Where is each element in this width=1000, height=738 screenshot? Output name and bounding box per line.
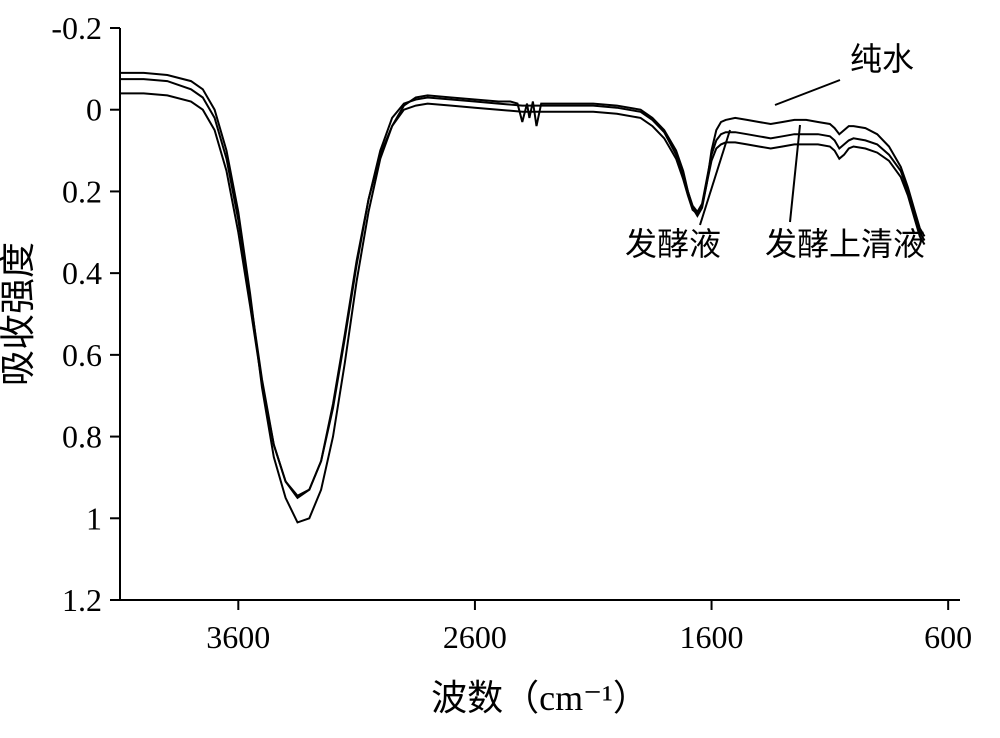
y-axis-title: 吸收强度	[0, 242, 38, 386]
annotation-leader	[790, 125, 800, 222]
x-tick-label: 3600	[206, 619, 270, 655]
x-tick-label: 2600	[443, 619, 507, 655]
x-tick-label: 1600	[680, 619, 744, 655]
series-纯水	[120, 73, 925, 523]
y-tick-label: 0.6	[62, 337, 102, 373]
ir-spectrum-chart: -0.2 0 0.2 0.4 0.6 0.8 1 1.2 3600 2600 1600 600 吸收强度…	[0, 0, 1000, 738]
chart-svg: -0.2 0 0.2 0.4 0.6 0.8 1 1.2 3600 2600 1600 600 吸收强度…	[0, 0, 1000, 738]
annotation-leader	[775, 80, 840, 105]
y-tick-label: 1	[86, 500, 102, 536]
annotation-label: 纯水	[850, 41, 914, 77]
y-tick-label: 0.8	[62, 419, 102, 455]
series-发酵液	[120, 93, 925, 495]
y-tick-label: 0.4	[62, 255, 102, 291]
x-axis-title: 波数（cm⁻¹）	[431, 678, 649, 718]
y-tick-label: 1.2	[62, 582, 102, 618]
annotation-label: 发酵液	[625, 226, 721, 262]
series-发酵上清液	[120, 79, 925, 498]
annotation-label: 发酵上清液	[765, 226, 925, 262]
y-tick-label: 0.2	[62, 173, 102, 209]
x-tick-label: 600	[924, 619, 972, 655]
y-tick-label: 0	[86, 92, 102, 128]
y-tick-label: -0.2	[51, 10, 102, 46]
